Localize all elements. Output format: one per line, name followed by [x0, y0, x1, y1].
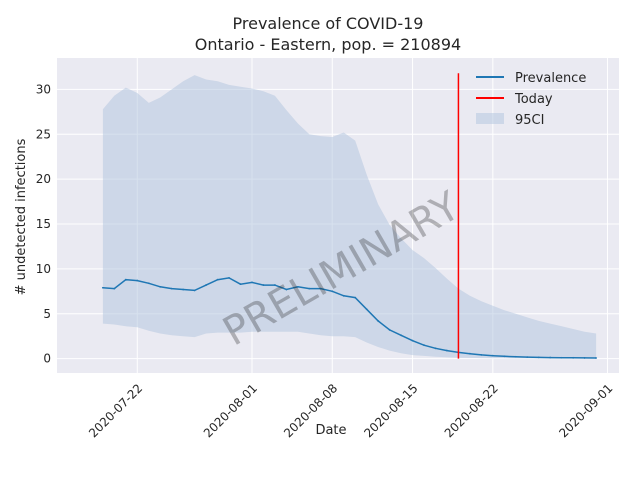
- prevalence-point: [354, 296, 357, 299]
- prevalence-point: [193, 289, 196, 292]
- prevalence-point: [388, 329, 391, 331]
- y-tick-labels: 0 5 10 15 20 25 30: [36, 82, 51, 365]
- prevalence-point: [251, 281, 253, 284]
- legend: Prevalence Today 95CI: [476, 71, 586, 128]
- prevalence-point: [526, 356, 529, 359]
- prevalence-point: [377, 320, 380, 322]
- prevalence-point: [468, 352, 471, 355]
- chart-subtitle: Ontario - Eastern, pop. = 210894: [195, 35, 461, 54]
- legend-swatch: [476, 113, 504, 124]
- y-tick-label: 10: [36, 262, 51, 276]
- prevalence-point: [285, 288, 288, 291]
- prevalence-point: [216, 278, 219, 281]
- prevalence-point: [446, 349, 448, 352]
- prevalence-point: [113, 287, 116, 290]
- prevalence-point: [228, 276, 230, 279]
- prevalence-point: [434, 347, 437, 350]
- prevalence-point: [124, 278, 127, 281]
- prevalence-point: [503, 355, 506, 358]
- prevalence-point: [595, 357, 597, 359]
- prevalence-point: [205, 284, 208, 286]
- plot-area: PRELIMINARY: [57, 58, 619, 373]
- prevalence-point: [572, 356, 575, 359]
- y-axis-label: # undetected infections: [14, 138, 29, 295]
- prevalence-point: [136, 279, 139, 282]
- legend-label: Prevalence: [515, 71, 586, 86]
- prevalence-point: [182, 288, 185, 291]
- y-tick-label: 5: [43, 307, 51, 321]
- prevalence-point: [549, 356, 552, 359]
- prevalence-point: [262, 284, 265, 286]
- y-tick-label: 0: [43, 352, 51, 366]
- prevalence-point: [423, 344, 425, 347]
- prevalence-point: [491, 354, 494, 357]
- chart-title: Prevalence of COVID-19: [233, 14, 424, 33]
- prevalence-point: [331, 290, 334, 293]
- y-tick-label: 20: [36, 172, 51, 186]
- prevalence-points: [101, 276, 597, 359]
- legend-label: 95CI: [515, 113, 544, 128]
- prevalence-point: [308, 287, 311, 290]
- prevalence-point: [560, 356, 563, 359]
- prevalence-point: [274, 284, 276, 286]
- prevalence-point: [480, 353, 483, 356]
- prevalence-line: [102, 277, 597, 359]
- prevalence-point: [400, 334, 402, 337]
- prevalence-point: [342, 294, 345, 297]
- y-tick-label: 15: [36, 217, 51, 231]
- y-tick-label: 30: [36, 82, 51, 96]
- prevalence-point: [319, 287, 322, 290]
- prevalence-point: [296, 285, 299, 288]
- prevalence-point: [239, 283, 242, 286]
- prevalence-point: [514, 355, 517, 358]
- prevalence-point: [101, 286, 104, 289]
- prevalence-point: [411, 339, 414, 342]
- ci-band: [102, 75, 597, 359]
- prevalence-point: [365, 308, 368, 311]
- prevalence-point: [537, 356, 540, 359]
- prevalence-point: [583, 357, 586, 359]
- prevalence-point: [170, 287, 173, 290]
- x-axis-label: Date: [315, 423, 346, 438]
- prevalence-point: [159, 285, 162, 288]
- prevalence-point: [147, 282, 150, 285]
- y-tick-label: 25: [36, 127, 51, 141]
- legend-label: Today: [514, 92, 553, 107]
